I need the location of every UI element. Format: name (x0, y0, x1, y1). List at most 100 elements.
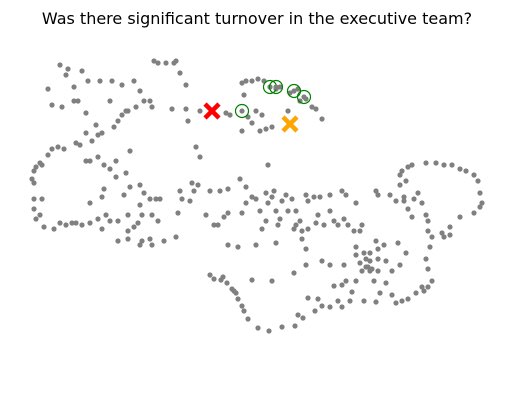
data-point (411, 196, 417, 202)
data-point (429, 234, 435, 240)
data-point (231, 288, 237, 294)
data-point (87, 220, 93, 226)
data-point (107, 218, 113, 224)
data-point (249, 277, 255, 283)
data-point (115, 238, 121, 244)
data-point (359, 268, 365, 274)
data-point (125, 108, 131, 114)
data-point (457, 166, 463, 172)
data-point (381, 242, 387, 248)
data-point (101, 186, 107, 192)
data-point (339, 282, 345, 288)
data-point (119, 112, 125, 118)
data-point (125, 212, 131, 218)
data-point (373, 299, 379, 305)
data-point (375, 192, 381, 198)
data-point (235, 296, 241, 302)
data-point (447, 224, 453, 230)
data-point (215, 222, 221, 228)
data-point (397, 182, 403, 188)
data-point (83, 158, 89, 164)
data-point (275, 222, 281, 228)
data-point (243, 200, 249, 206)
data-point (367, 258, 373, 264)
data-point (177, 70, 183, 76)
data-point (343, 192, 349, 198)
data-point (139, 212, 145, 218)
data-point (433, 160, 439, 166)
data-point (315, 296, 321, 302)
data-point (471, 172, 477, 178)
data-point (263, 190, 269, 196)
data-point (457, 214, 463, 220)
data-point (259, 226, 265, 232)
data-point (369, 266, 375, 272)
data-point (357, 228, 363, 234)
data-point (177, 188, 183, 194)
data-point (375, 246, 381, 252)
data-point (399, 298, 405, 304)
data-point (33, 216, 39, 222)
data-point (425, 266, 431, 272)
data-point (59, 104, 65, 110)
data-point (279, 198, 285, 204)
data-point (147, 236, 153, 242)
data-point (413, 290, 419, 296)
data-point (343, 278, 349, 284)
data-point (393, 198, 399, 204)
data-point (423, 256, 429, 262)
data-point (155, 218, 161, 224)
data-point (409, 162, 415, 168)
data-point (83, 130, 89, 136)
data-point (419, 200, 425, 206)
data-point (173, 234, 179, 240)
dot-layer (29, 58, 485, 334)
data-point (127, 148, 133, 154)
data-point (265, 200, 271, 206)
highlighted-point-ring (268, 79, 284, 95)
data-point (397, 172, 403, 178)
data-point (207, 272, 213, 278)
data-point (361, 298, 367, 304)
data-point (447, 232, 453, 238)
data-point (277, 216, 283, 222)
data-point (305, 295, 311, 301)
data-point (341, 216, 347, 222)
data-point (409, 214, 415, 220)
data-point (79, 68, 85, 74)
data-point (125, 228, 131, 234)
data-point (311, 194, 317, 200)
data-point (375, 268, 381, 274)
data-point (235, 244, 241, 250)
data-point (239, 80, 245, 86)
data-point (45, 86, 51, 92)
data-point (115, 118, 121, 124)
data-point (259, 112, 265, 118)
data-point (425, 228, 431, 234)
data-point (397, 262, 403, 268)
data-point (373, 238, 379, 244)
data-point (149, 242, 155, 248)
data-point (147, 98, 153, 104)
data-point (163, 60, 169, 66)
data-point (239, 303, 245, 309)
data-point (317, 194, 323, 200)
data-point (403, 250, 409, 256)
data-point (243, 184, 249, 190)
data-point (285, 108, 291, 114)
data-point (293, 208, 299, 214)
highlighted-point-ring (296, 89, 312, 105)
data-point (183, 106, 189, 112)
data-point (225, 186, 231, 192)
data-point (225, 210, 231, 216)
data-point (99, 194, 105, 200)
data-point (477, 204, 483, 210)
data-point (349, 289, 355, 295)
data-point (73, 220, 79, 226)
data-point (223, 110, 229, 116)
data-point (313, 106, 319, 112)
data-point (57, 220, 63, 226)
data-point (299, 236, 305, 242)
data-point (383, 280, 389, 286)
